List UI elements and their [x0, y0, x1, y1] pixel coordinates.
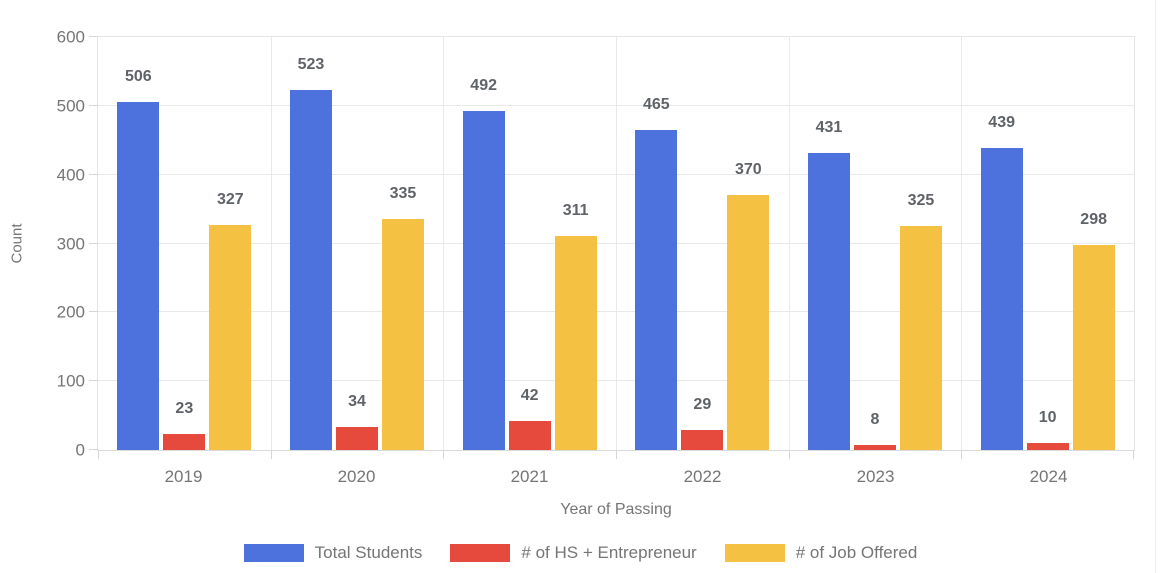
y-tick-label: 500 — [56, 96, 85, 116]
x-axis-tick — [443, 450, 445, 459]
bar-total-students-2020[interactable]: 523 — [289, 56, 332, 450]
x-tick-label-2020: 2020 — [337, 467, 376, 486]
value-label: 23 — [175, 400, 194, 418]
value-label: 327 — [216, 190, 244, 208]
bar-total-students-2021[interactable]: 492 — [462, 77, 505, 450]
bar-of-job-offered-2020[interactable]: 335 — [381, 185, 424, 450]
x-tick-label-2019: 2019 — [164, 467, 203, 486]
legend-label: # of HS + Entrepreneur — [521, 543, 697, 562]
bar-total-students-2023[interactable]: 431 — [807, 119, 850, 450]
y-axis-tick — [89, 449, 98, 450]
bar-of-job-offered-2024[interactable]: 298 — [1072, 211, 1115, 450]
bar-group-2021: 492 42 311 — [443, 37, 616, 450]
value-label: 523 — [297, 56, 325, 74]
card-right-border — [1155, 0, 1156, 573]
v-gridline — [788, 37, 790, 450]
legend: Total Students # of HS + Entrepreneur # of… — [0, 543, 1161, 563]
v-gridline — [616, 37, 617, 450]
y-tick-label: 0 — [75, 440, 85, 460]
y-axis-tick — [89, 380, 98, 382]
value-label: 10 — [1038, 409, 1057, 427]
y-tick-label: 100 — [56, 371, 85, 391]
x-axis-tick — [270, 450, 272, 459]
legend-label: Total Students — [314, 543, 423, 562]
y-axis-tick — [89, 36, 98, 37]
legend-swatch-total-students — [243, 544, 304, 562]
v-gridline — [443, 37, 445, 450]
x-axis-tick — [98, 450, 99, 459]
value-label: 29 — [693, 396, 712, 414]
bar-of-hs-entrepreneur-2023[interactable]: 8 — [853, 411, 896, 450]
bar-of-job-offered-2019[interactable]: 327 — [209, 191, 252, 450]
value-label: 431 — [815, 119, 843, 137]
legend-item-of-job-offered[interactable]: # of Job Offered — [724, 543, 918, 563]
bar-total-students-2024[interactable]: 439 — [980, 114, 1023, 450]
legend-swatch-of-hs-entrepreneur — [450, 544, 511, 562]
bar-of-hs-entrepreneur-2019[interactable]: 23 — [163, 400, 206, 450]
x-tick-label-2021: 2021 — [510, 467, 549, 486]
value-label: 439 — [988, 113, 1016, 131]
bar-group-2022: 465 29 370 — [616, 37, 789, 450]
bar-of-job-offered-2021[interactable]: 311 — [554, 202, 597, 450]
y-axis-tick — [89, 173, 98, 175]
bar-of-hs-entrepreneur-2021[interactable]: 42 — [508, 387, 551, 450]
value-label: 465 — [642, 95, 670, 113]
bar-of-job-offered-2022[interactable]: 370 — [727, 161, 770, 450]
bar-group-2023: 431 8 325 — [789, 37, 962, 450]
value-label: 492 — [470, 77, 498, 95]
y-tick-label: 200 — [56, 302, 85, 322]
v-gridline — [961, 37, 963, 450]
bar-total-students-2022[interactable]: 465 — [635, 96, 678, 450]
bar-group-2020: 523 34 335 — [271, 37, 444, 450]
value-label: 298 — [1080, 210, 1108, 228]
y-tick-label: 600 — [56, 27, 85, 47]
y-tick-label: 400 — [56, 165, 85, 185]
value-label: 335 — [389, 185, 417, 203]
x-axis-labels: 2019 2020 2021 2022 2023 2024 — [97, 467, 1135, 487]
x-tick-label-2023: 2023 — [856, 467, 895, 486]
bar-of-job-offered-2023[interactable]: 325 — [899, 192, 942, 450]
value-label: 8 — [870, 410, 880, 428]
x-tick-label-2024: 2024 — [1029, 467, 1068, 486]
y-axis-tick — [89, 242, 98, 244]
y-axis-tick — [89, 311, 98, 313]
y-tick-label: 300 — [56, 234, 85, 253]
x-axis-tick — [961, 450, 963, 459]
bar-total-students-2019[interactable]: 506 — [117, 68, 160, 450]
legend-item-of-hs-entrepreneur[interactable]: # of HS + Entrepreneur — [450, 543, 697, 563]
y-axis-title: Count — [8, 223, 26, 264]
legend-item-total-students[interactable]: Total Students — [243, 543, 423, 563]
bar-of-hs-entrepreneur-2020[interactable]: 34 — [335, 393, 378, 450]
value-label: 506 — [124, 67, 152, 85]
bar-of-hs-entrepreneur-2022[interactable]: 29 — [681, 396, 724, 450]
x-tick-label-2022: 2022 — [683, 467, 722, 486]
value-label: 311 — [562, 201, 589, 219]
x-axis-tick — [1133, 450, 1134, 459]
value-label: 325 — [907, 192, 935, 210]
plot-area: 0 100 200 300 400 500 600 506 23 327 523 34 335 492 42… — [57, 29, 1135, 459]
value-label: 34 — [348, 392, 366, 410]
legend-swatch-of-job-offered — [724, 544, 785, 562]
legend-label: # of Job Offered — [795, 543, 918, 562]
x-axis-tick — [788, 450, 790, 459]
value-label: 42 — [520, 387, 539, 405]
y-axis-tick — [89, 104, 98, 106]
x-axis-tick — [616, 450, 617, 459]
y-axis-title-wrap: Count — [4, 36, 30, 451]
bar-of-hs-entrepreneur-2024[interactable]: 10 — [1026, 409, 1069, 450]
bar-group-2019: 506 23 327 — [98, 37, 271, 450]
x-axis-title: Year of Passing — [560, 501, 672, 518]
value-label: 370 — [734, 161, 762, 179]
v-gridline — [270, 37, 272, 450]
bar-group-2024: 439 10 298 — [961, 37, 1134, 450]
